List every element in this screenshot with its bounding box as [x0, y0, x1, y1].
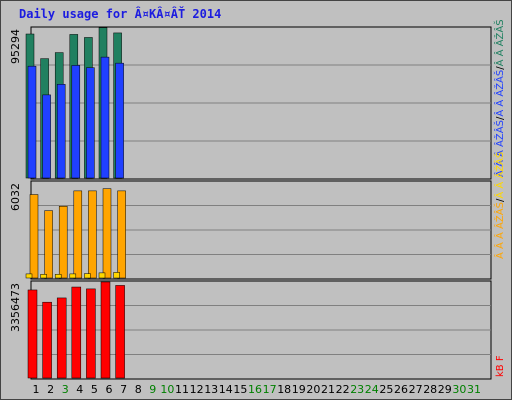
x-tick-day-8: 8 [135, 383, 142, 396]
sites-bar-day-1 [26, 274, 32, 278]
files-bar-day-5 [86, 68, 94, 178]
x-tick-day-15: 15 [233, 383, 247, 396]
legend-top-part-5: Â Â ÂŽÂŠ [493, 19, 506, 66]
x-tick-day-1: 1 [33, 383, 40, 396]
legend-top-part-3: Â Â ÂŽÂŠ [493, 70, 506, 117]
kbytes-bar-day-1 [28, 290, 37, 378]
legend-middle: Â Â Â ÂŽÂŠ/Â Â ÂŽÂŠ [493, 152, 506, 259]
x-tick-day-23: 23 [350, 383, 364, 396]
kbytes-bar-day-3 [57, 298, 66, 378]
x-tick-day-17: 17 [263, 383, 277, 396]
x-tick-day-3: 3 [62, 383, 69, 396]
files-bar-day-1 [28, 66, 36, 178]
x-tick-day-27: 27 [409, 383, 423, 396]
files-bar-day-3 [57, 84, 65, 178]
visits-bar-day-5 [88, 191, 96, 278]
visits-bar-day-3 [59, 206, 67, 278]
x-tick-day-12: 12 [190, 383, 204, 396]
visits-bar-day-2 [45, 211, 53, 278]
x-tick-day-6: 6 [106, 383, 113, 396]
visits-bar-day-1 [30, 195, 38, 278]
kbytes-bar-day-5 [86, 289, 95, 378]
kbytes-bar-day-4 [72, 287, 81, 378]
kbytes-bar-day-7 [116, 285, 125, 378]
visits-bar-day-4 [74, 191, 82, 278]
x-tick-day-5: 5 [91, 383, 98, 396]
x-tick-day-22: 22 [336, 383, 350, 396]
x-tick-day-31: 31 [467, 383, 481, 396]
legend-middle-part-3: Â Â ÂŽÂŠ [493, 152, 506, 199]
x-tick-day-2: 2 [47, 383, 54, 396]
visits-bar-day-7 [118, 191, 126, 278]
sites-bar-day-3 [55, 274, 61, 278]
x-tick-day-25: 25 [379, 383, 393, 396]
kbytes-bar-day-2 [43, 302, 52, 378]
legend-bottom: kB F [495, 355, 506, 377]
x-tick-day-30: 30 [452, 383, 466, 396]
legend-middle-part-1: Â Â Â ÂŽÂŠ [493, 202, 506, 259]
x-tick-day-20: 20 [306, 383, 320, 396]
x-tick-day-28: 28 [423, 383, 437, 396]
x-tick-day-21: 21 [321, 383, 335, 396]
x-tick-day-29: 29 [438, 383, 452, 396]
y-max-label-1: 95294 [9, 29, 22, 64]
x-tick-day-16: 16 [248, 383, 262, 396]
x-tick-day-13: 13 [204, 383, 218, 396]
x-tick-day-7: 7 [120, 383, 127, 396]
x-tick-day-19: 19 [292, 383, 306, 396]
sites-bar-day-4 [70, 274, 76, 278]
sites-bar-day-6 [99, 273, 105, 278]
x-tick-day-9: 9 [149, 383, 156, 396]
sites-bar-day-7 [114, 272, 120, 278]
y-max-label-2: 6032 [9, 183, 22, 211]
x-tick-day-24: 24 [365, 383, 379, 396]
x-tick-day-10: 10 [160, 383, 174, 396]
x-tick-day-4: 4 [76, 383, 83, 396]
kbytes-bar-day-6 [101, 282, 110, 378]
x-tick-day-11: 11 [175, 383, 189, 396]
x-tick-day-26: 26 [394, 383, 408, 396]
x-tick-day-14: 14 [219, 383, 233, 396]
y-max-label-3: 3356473 [9, 283, 22, 332]
files-bar-day-4 [72, 65, 80, 178]
sites-bar-day-5 [84, 274, 90, 278]
files-bar-day-7 [116, 63, 124, 178]
visits-bar-day-6 [103, 189, 111, 278]
x-tick-day-18: 18 [277, 383, 291, 396]
files-bar-day-6 [101, 57, 109, 178]
sites-bar-day-2 [41, 274, 47, 278]
files-bar-day-2 [43, 95, 51, 178]
